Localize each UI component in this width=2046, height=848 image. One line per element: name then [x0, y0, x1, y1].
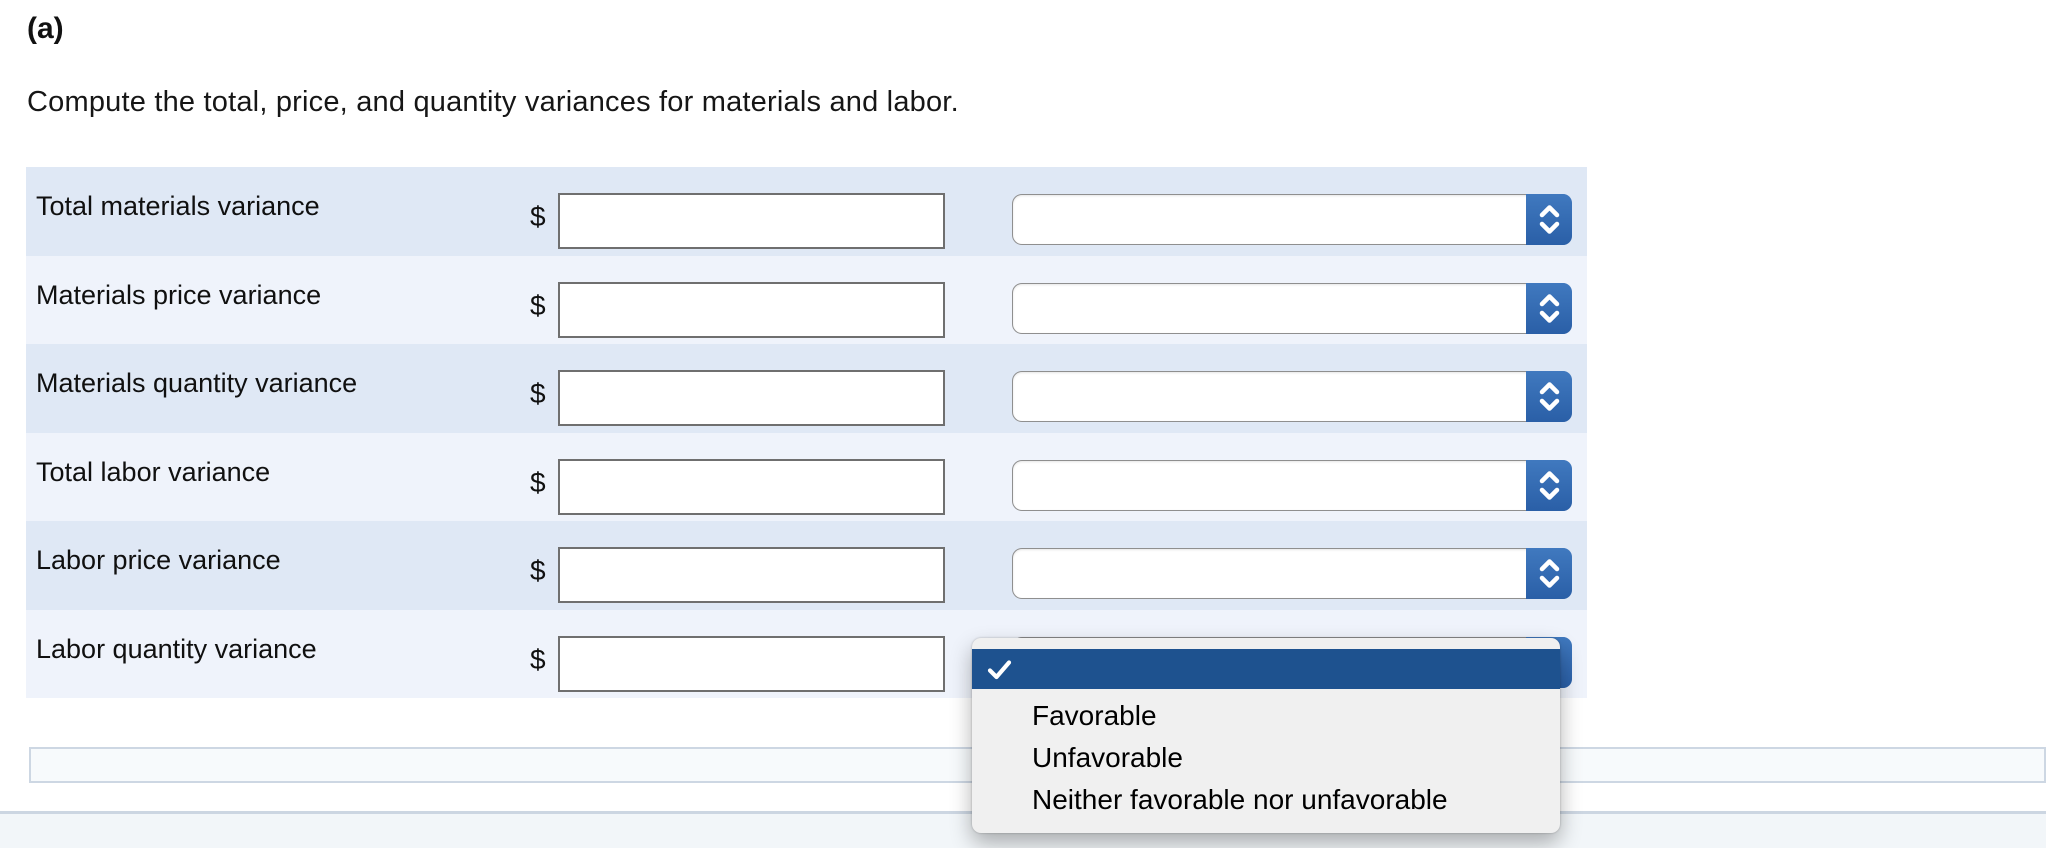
currency-symbol: $: [530, 643, 546, 675]
instruction-text: Compute the total, price, and quantity v…: [27, 86, 959, 118]
currency-symbol: $: [530, 289, 546, 321]
menu-option-blank-selected[interactable]: [972, 649, 1560, 689]
direction-dropdown-menu: Favorable Unfavorable Neither favorable …: [972, 638, 1560, 833]
section-label: (a): [27, 12, 64, 45]
table-row: Materials price variance $: [26, 255, 1587, 344]
menu-option-neither[interactable]: Neither favorable nor unfavorable: [972, 779, 1560, 821]
table-row: Materials quantity variance $: [26, 344, 1587, 433]
menu-option-unfavorable[interactable]: Unfavorable: [972, 737, 1560, 779]
menu-option-favorable[interactable]: Favorable: [972, 695, 1560, 737]
amount-input[interactable]: [558, 193, 945, 249]
row-label: Materials price variance: [36, 279, 322, 310]
table-row: Labor price variance $: [26, 521, 1587, 610]
direction-select[interactable]: [1012, 459, 1572, 511]
table-row: Total materials variance $: [26, 167, 1587, 256]
chevron-up-down-icon: [1526, 459, 1572, 511]
chevron-up-down-icon: [1526, 371, 1572, 422]
direction-select[interactable]: [1012, 194, 1572, 245]
amount-input[interactable]: [558, 547, 945, 603]
row-label: Total labor variance: [36, 456, 271, 487]
direction-select[interactable]: [1012, 282, 1572, 334]
row-label: Materials quantity variance: [36, 368, 358, 398]
currency-symbol: $: [530, 555, 546, 586]
amount-input[interactable]: [558, 281, 945, 338]
chevron-up-down-icon: [1526, 194, 1572, 245]
currency-symbol: $: [530, 466, 546, 498]
row-label: Labor quantity variance: [36, 633, 317, 664]
chevron-up-down-icon: [1526, 548, 1572, 599]
amount-input[interactable]: [558, 635, 945, 692]
direction-select[interactable]: [1012, 371, 1572, 422]
currency-symbol: $: [530, 201, 546, 232]
table-row: Total labor variance $: [26, 432, 1587, 521]
chevron-up-down-icon: [1526, 282, 1572, 334]
row-label: Labor price variance: [36, 545, 281, 575]
checkmark-icon: [986, 656, 1032, 683]
amount-input[interactable]: [558, 458, 945, 515]
row-label: Total materials variance: [36, 191, 320, 221]
menu-option-label: Unfavorable: [1032, 742, 1183, 773]
direction-select[interactable]: [1012, 548, 1572, 599]
currency-symbol: $: [530, 378, 546, 409]
variance-table: Total materials variance $ Materials pri…: [26, 167, 1587, 698]
amount-input[interactable]: [558, 370, 945, 426]
menu-option-label: Favorable: [1032, 700, 1157, 731]
menu-option-label: Neither favorable nor unfavorable: [1032, 784, 1448, 815]
